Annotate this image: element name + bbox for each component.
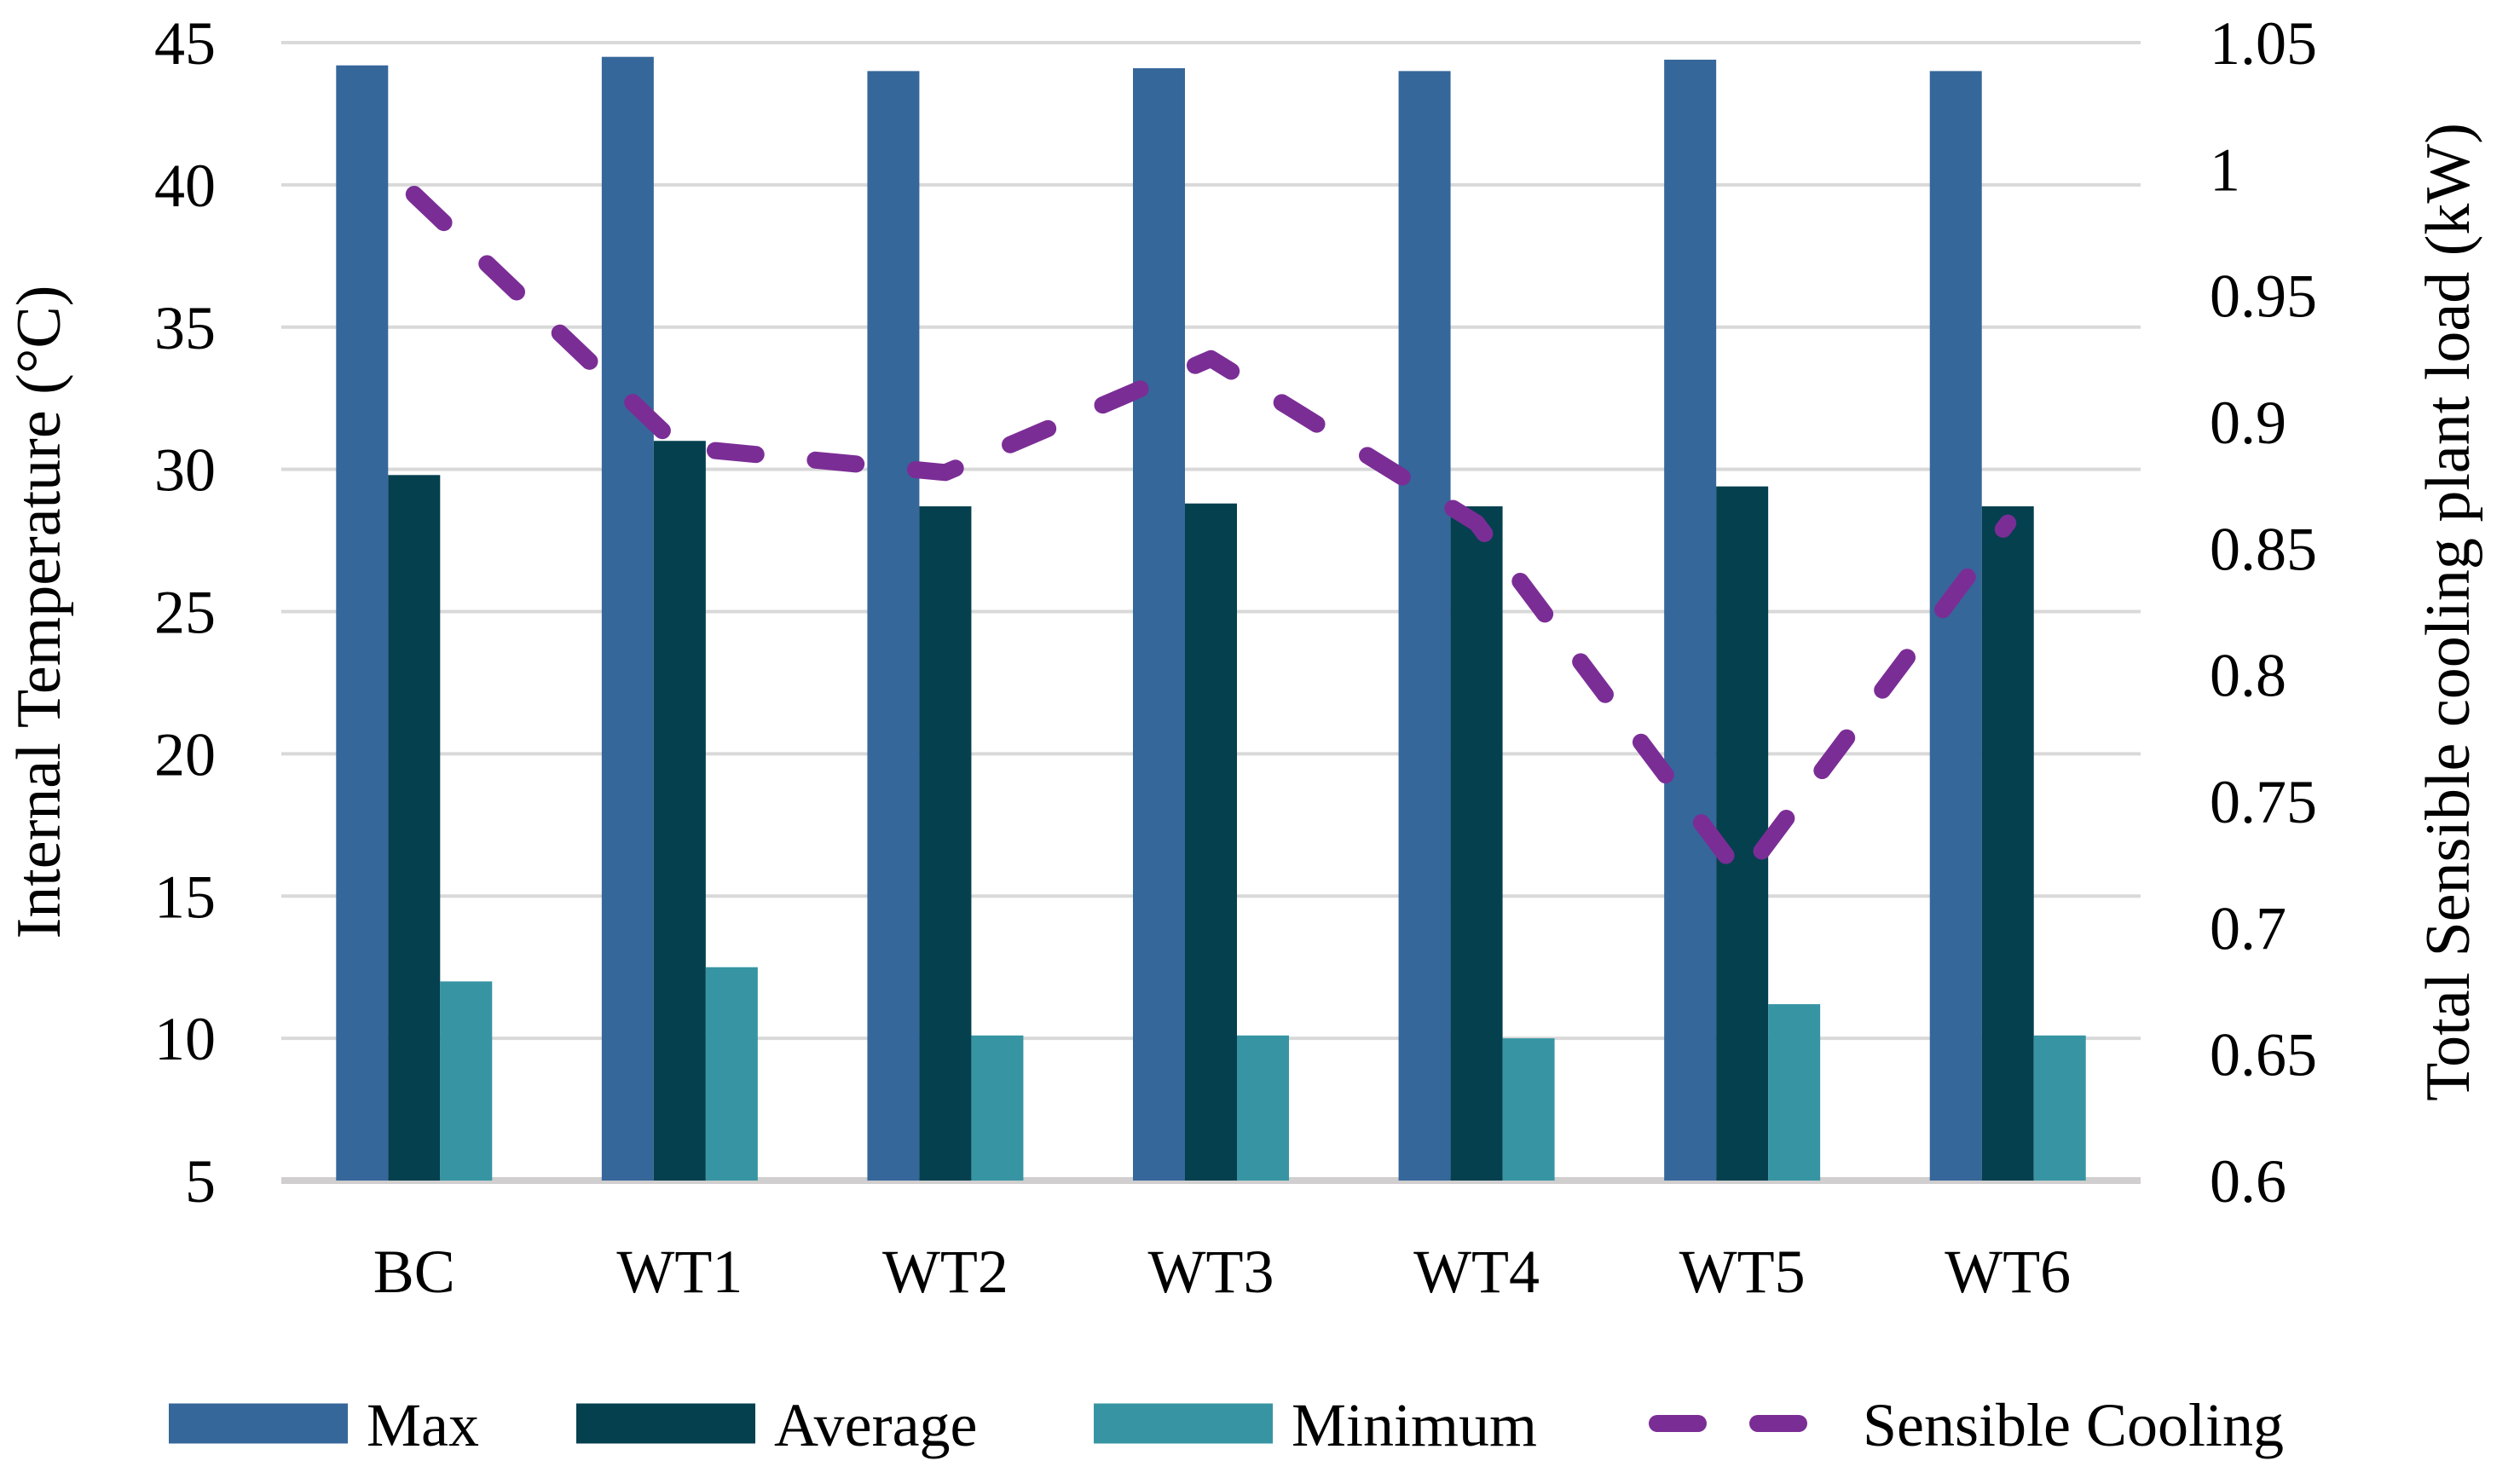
bar-max-wt3 [1133,68,1185,1181]
left-tick-15: 15 [154,863,216,931]
right-tick-0.7: 0.7 [2210,894,2286,962]
right-tick-1: 1 [2210,136,2240,204]
legend-label-max: Max [367,1391,479,1459]
left-tick-35: 35 [154,294,216,362]
legend-label-minimum: Minimum [1292,1391,1537,1459]
legend-label-average: Average [774,1391,978,1459]
bar-average-wt2 [919,506,972,1181]
bar-max-wt4 [1398,71,1451,1181]
right-tick-0.75: 0.75 [2210,768,2317,836]
bar-max-wt1 [601,56,654,1181]
left-tick-10: 10 [154,1005,216,1073]
right-tick-0.85: 0.85 [2210,515,2317,583]
bar-minimum-wt1 [705,967,758,1181]
category-label-bc: BC [373,1238,455,1306]
category-label-wt2: WT2 [882,1238,1008,1306]
bar-average-wt6 [1981,506,2034,1181]
bar-minimum-wt3 [1237,1035,1289,1181]
left-tick-40: 40 [154,152,216,220]
right-tick-0.9: 0.9 [2210,389,2286,457]
bar-minimum-wt6 [2033,1035,2086,1181]
bar-average-wt3 [1185,503,1237,1181]
left-tick-45: 45 [154,9,216,78]
category-label-wt3: WT3 [1148,1238,1274,1306]
bar-average-wt4 [1450,506,1503,1181]
right-tick-0.65: 0.65 [2210,1021,2317,1089]
left-tick-30: 30 [154,436,216,505]
right-tick-0.95: 0.95 [2210,263,2317,331]
left-tick-5: 5 [185,1147,216,1215]
y-axis-title-right: Total Sensible cooling plant load (kW) [2413,123,2483,1101]
bar-max-bc [336,65,389,1181]
legend-swatch-max [169,1403,348,1444]
right-axis-ticks: 0.6 0.65 0.7 0.75 0.8 0.85 0.9 0.95 1 1.05 [2210,9,2317,1215]
category-label-wt4: WT4 [1413,1238,1540,1306]
bar-minimum-wt5 [1768,1004,1821,1181]
category-label-wt6: WT6 [1945,1238,2071,1306]
right-tick-1.05: 1.05 [2210,9,2317,78]
line-series [405,186,2017,886]
bar-max-wt2 [867,71,920,1181]
bar-average-wt5 [1716,486,1769,1181]
y-axis-title-left: Internal Temperature (°C) [4,286,74,939]
bar-series [336,56,2086,1181]
sensible-cooling-line [405,186,2017,886]
legend-swatch-average [576,1403,755,1444]
left-tick-20: 20 [154,720,216,788]
bar-minimum-wt2 [971,1035,1024,1181]
legend: Max Average Minimum Sensible Cooling [169,1391,2284,1459]
bar-minimum-wt4 [1502,1038,1555,1181]
legend-label-sensible-cooling: Sensible Cooling [1863,1391,2284,1459]
category-axis-labels: BC WT1 WT2 WT3 WT4 WT5 WT6 [373,1238,2071,1306]
category-label-wt5: WT5 [1679,1238,1806,1306]
bar-max-wt5 [1664,60,1717,1181]
right-tick-0.6: 0.6 [2210,1147,2286,1215]
bar-average-bc [388,475,441,1181]
bar-minimum-bc [440,981,493,1181]
legend-swatch-minimum [1094,1403,1273,1444]
left-tick-25: 25 [154,579,216,647]
bar-average-wt1 [653,441,706,1181]
left-axis-ticks: 5 10 15 20 25 30 35 40 45 [154,9,216,1215]
right-tick-0.8: 0.8 [2210,642,2286,710]
bar-max-wt6 [1929,71,1982,1181]
category-label-wt1: WT1 [616,1238,743,1306]
